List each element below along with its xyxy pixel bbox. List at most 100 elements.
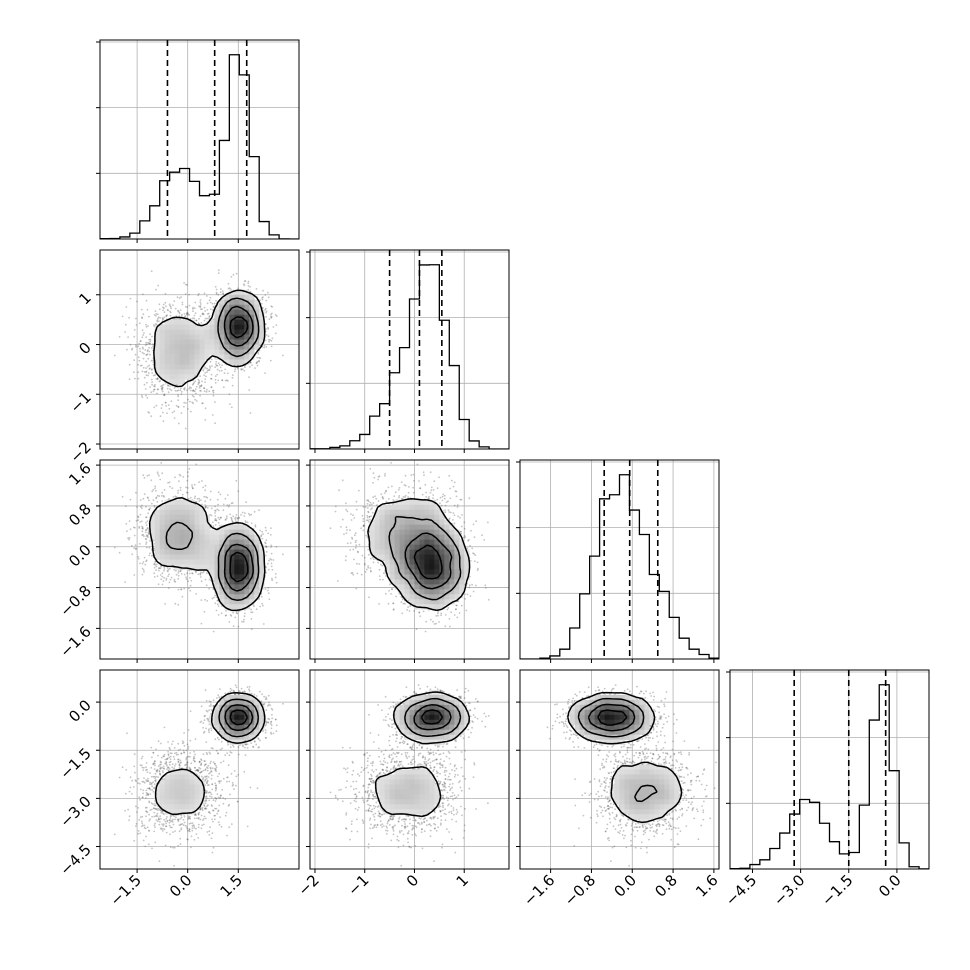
scatter-point [243, 366, 246, 368]
scatter-point [205, 390, 208, 393]
scatter-point [155, 313, 158, 315]
scatter-point [162, 383, 165, 386]
scatter-point [197, 322, 200, 325]
scatter-point [193, 381, 195, 384]
scatter-point [148, 368, 151, 370]
density-cell [234, 329, 240, 335]
scatter-point [121, 495, 124, 498]
scatter-point [227, 282, 230, 285]
scatter-point [141, 336, 144, 339]
density-cell [224, 319, 230, 325]
scatter-point [161, 403, 164, 406]
panel-1-1 [306, 249, 510, 453]
scatter-point [145, 394, 147, 397]
scatter-point [186, 312, 189, 315]
scatter-point [140, 525, 143, 528]
density-cell [219, 354, 225, 360]
scatter-point [149, 340, 152, 343]
scatter-point [216, 508, 219, 511]
scatter-point [234, 616, 237, 619]
density-cell [254, 299, 260, 306]
scatter-point [150, 270, 153, 272]
scatter-point [265, 346, 268, 348]
density-cell [214, 339, 220, 345]
density-cell [179, 339, 185, 345]
density-cell [159, 329, 165, 335]
scatter-point [149, 552, 151, 555]
scatter-point [141, 316, 143, 319]
scatter-point [176, 296, 179, 299]
scatter-point [270, 316, 273, 318]
scatter-point [267, 291, 269, 294]
scatter-point [205, 375, 207, 378]
density-cell [159, 374, 165, 380]
density-cell [174, 324, 180, 330]
density-cell [209, 329, 215, 335]
density-cell [259, 339, 265, 345]
density-cell [169, 374, 175, 380]
scatter-point [210, 386, 213, 388]
scatter-point [268, 559, 270, 562]
density-cell [169, 359, 175, 365]
density-cell [164, 319, 170, 325]
density-cell [199, 359, 205, 365]
density-cell [239, 339, 245, 345]
scatter-point [167, 309, 169, 312]
scatter-point [161, 388, 164, 390]
density-cell [184, 339, 190, 345]
scatter-point [245, 521, 247, 524]
scatter-point [274, 573, 277, 575]
density-cell [159, 339, 165, 345]
scatter-point [263, 344, 266, 347]
density-cell [219, 334, 225, 340]
density-cell [184, 329, 190, 335]
scatter-point [194, 388, 197, 391]
scatter-point [179, 489, 182, 492]
density-cell [239, 354, 245, 360]
scatter-point [118, 336, 121, 338]
scatter-point [154, 385, 156, 388]
scatter-point [226, 494, 229, 496]
scatter-point [141, 329, 144, 331]
scatter-point [159, 478, 162, 481]
scatter-point [265, 328, 267, 330]
scatter-point [200, 622, 203, 625]
scatter-point [204, 505, 207, 508]
scatter-point [154, 374, 156, 377]
scatter-point [219, 366, 222, 369]
scatter-point [145, 343, 148, 346]
y-tick-label-1-1: −1 [66, 388, 94, 416]
scatter-point [236, 517, 239, 520]
density-cell [179, 329, 185, 335]
scatter-point [167, 498, 170, 500]
scatter-point [271, 579, 274, 582]
scatter-point [156, 378, 159, 381]
scatter-point [186, 311, 189, 314]
scatter-point [153, 324, 155, 326]
scatter-point [157, 317, 159, 320]
scatter-point [265, 571, 267, 574]
y-tick-label-1-3: 1 [75, 289, 94, 308]
scatter-point [262, 296, 264, 299]
scatter-point [211, 365, 213, 367]
scatter-point [147, 527, 149, 529]
scatter-point [145, 506, 147, 508]
density-cell [209, 319, 215, 325]
scatter-point [173, 387, 176, 389]
scatter-point [264, 294, 267, 296]
density-cell [204, 354, 210, 360]
scatter-point [139, 506, 142, 508]
scatter-point [264, 542, 267, 545]
scatter-point [208, 316, 211, 318]
scatter-point [191, 486, 194, 488]
scatter-point [161, 491, 163, 494]
scatter-point [148, 499, 150, 502]
density-cell [214, 314, 220, 320]
scatter-point [249, 361, 252, 364]
scatter-point [193, 497, 196, 500]
scatter-point [163, 394, 165, 397]
density-cell [234, 344, 240, 350]
scatter-point [143, 476, 146, 479]
scatter-point [124, 331, 126, 333]
scatter-point [198, 387, 201, 389]
